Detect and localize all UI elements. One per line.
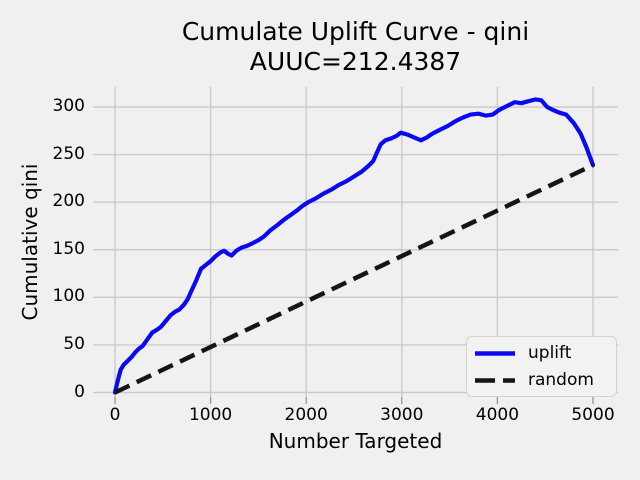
x-tick-label-1000: 1000 (188, 405, 233, 425)
legend-label-random: random (528, 370, 594, 390)
chart-title-line1: Cumulate Uplift Curve - qini (181, 17, 530, 46)
y-tick-label-250: 250 (52, 143, 85, 164)
y-tick-label-100: 100 (52, 286, 85, 307)
legend-entry-random: random (467, 369, 616, 391)
legend: uplift random (466, 336, 617, 397)
x-axis-label: Number Targeted (268, 429, 443, 453)
random-line (114, 163, 594, 395)
y-tick-label-150: 150 (52, 238, 85, 259)
uplift-line (112, 97, 596, 395)
x-tick-label-4000: 4000 (475, 405, 520, 425)
uplift-line-swatch (475, 351, 515, 356)
chart-title-auuc: AUUC=212.4387 (249, 47, 462, 76)
x-tick-label-2000: 2000 (284, 405, 328, 425)
y-tick-label-200: 200 (52, 191, 85, 212)
x-tick-label-0: 0 (109, 405, 121, 425)
y-axis-label: Cumulative qini (18, 163, 42, 321)
legend-entry-uplift: uplift (467, 342, 616, 364)
y-tick-label-50: 50 (63, 333, 85, 354)
random-line-swatch (475, 378, 515, 383)
chart-title: Cumulate Uplift Curve - qini AUUC=212.43… (93, 17, 618, 77)
y-tick-label-300: 300 (52, 96, 85, 116)
legend-label-uplift: uplift (528, 343, 572, 363)
x-tick-label-5000: 5000 (571, 405, 615, 425)
x-tick-label-3000: 3000 (380, 405, 424, 425)
y-tick-label-0: 0 (74, 381, 85, 402)
